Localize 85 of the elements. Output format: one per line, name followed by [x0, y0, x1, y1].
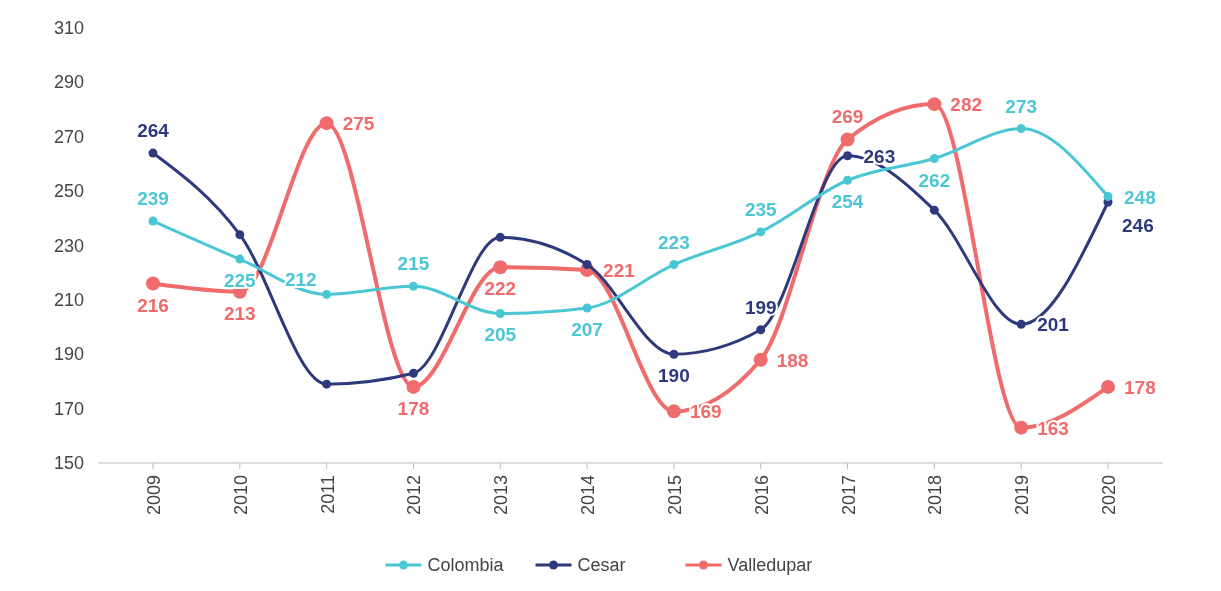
point	[148, 216, 158, 226]
point	[843, 151, 853, 161]
point	[1016, 319, 1026, 329]
point	[148, 148, 158, 158]
data-label: 178	[397, 397, 430, 419]
point	[582, 260, 592, 270]
y-tick-label: 210	[53, 289, 84, 310]
x-tick-label: 2014	[578, 475, 599, 516]
x-tick-label: 2013	[491, 475, 512, 516]
x-tick-label: 2011	[317, 475, 338, 514]
point	[843, 175, 853, 185]
data-label: 222	[484, 278, 517, 300]
data-label: 201	[1037, 314, 1070, 336]
y-tick-label: 290	[53, 72, 84, 93]
data-label: 169	[689, 401, 722, 423]
point	[408, 368, 418, 378]
y-tick-label: 250	[53, 181, 84, 202]
point	[319, 116, 334, 131]
data-label: 216	[137, 294, 169, 316]
data-label: 282	[950, 94, 983, 116]
x-tick-label: 2015	[664, 475, 685, 516]
x-tick-label: 2009	[144, 475, 164, 516]
point	[666, 404, 681, 419]
point	[406, 379, 421, 394]
data-label: 205	[484, 324, 517, 346]
data-label: 263	[863, 145, 896, 167]
point	[582, 303, 592, 313]
point	[756, 227, 766, 237]
x-tick-label: 2016	[751, 475, 772, 516]
y-tick-label: 150	[53, 453, 84, 473]
data-label: 199	[744, 296, 777, 318]
point	[493, 260, 508, 275]
point	[669, 349, 679, 359]
point	[408, 281, 418, 291]
data-label: 275	[342, 113, 375, 135]
data-label: 239	[137, 188, 169, 210]
x-tick-label: 2020	[1099, 475, 1119, 516]
point	[322, 289, 332, 299]
point	[756, 325, 766, 335]
data-label: 246	[1122, 215, 1154, 236]
legend-label: Colombia	[427, 555, 505, 575]
data-label: 213	[223, 302, 256, 324]
data-label: 254	[831, 191, 864, 213]
x-tick-label: 2017	[838, 475, 859, 516]
point	[929, 205, 939, 215]
data-label: 190	[658, 365, 690, 387]
point	[235, 230, 245, 240]
point	[1014, 420, 1029, 435]
data-label: 273	[1005, 95, 1038, 117]
data-label: 269	[831, 106, 864, 128]
data-label: 178	[1124, 376, 1156, 398]
x-tick-label: 2019	[1012, 475, 1033, 516]
data-label: 264	[137, 120, 170, 142]
legend-label: Cesar	[577, 555, 626, 575]
x-tick-label: 2012	[404, 475, 425, 516]
point	[929, 154, 939, 163]
y-tick-label: 310	[53, 18, 84, 38]
data-label: 248	[1124, 186, 1156, 208]
legend-label: Valledupar	[727, 555, 813, 575]
point	[1101, 379, 1115, 394]
data-label: 163	[1037, 417, 1069, 439]
point	[235, 254, 245, 264]
point	[840, 132, 855, 147]
y-tick-label: 190	[53, 344, 84, 365]
point	[753, 352, 768, 367]
point	[495, 308, 505, 318]
point	[927, 97, 942, 112]
x-tick-label: 2010	[230, 475, 251, 516]
x-tick-label: 2018	[925, 475, 946, 516]
data-label: 215	[397, 253, 430, 275]
data-label: 235	[744, 198, 778, 220]
point	[322, 379, 332, 389]
point	[1103, 192, 1113, 202]
data-label: 223	[658, 231, 690, 253]
data-label: 262	[918, 169, 951, 191]
data-label: 188	[776, 349, 809, 371]
point	[669, 260, 679, 270]
data-label: 207	[571, 319, 603, 341]
point	[495, 232, 505, 242]
y-tick-label: 270	[53, 126, 84, 147]
y-tick-label: 170	[53, 398, 84, 419]
point	[1016, 124, 1026, 134]
point	[146, 276, 160, 291]
y-tick-label: 230	[53, 235, 84, 256]
data-label: 221	[603, 259, 636, 281]
